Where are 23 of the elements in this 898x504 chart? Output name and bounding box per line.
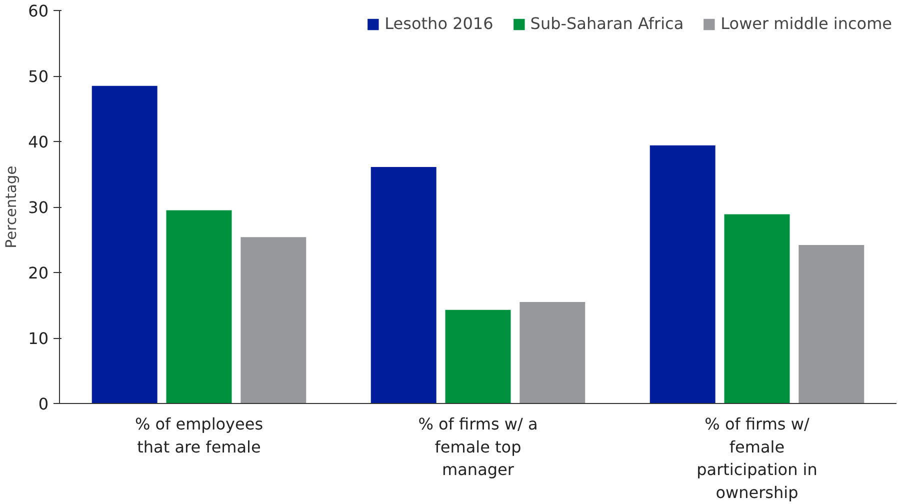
y-tick-label: 10	[28, 329, 48, 348]
bar	[370, 167, 436, 404]
y-tick-label: 30	[28, 198, 48, 217]
bar	[520, 302, 586, 404]
bar	[724, 214, 790, 404]
y-tick-label: 20	[28, 264, 48, 282]
x-tick-label: % of firms w/ female participation in ownership	[696, 414, 818, 502]
y-tick-label: 40	[28, 132, 48, 152]
y-tick-label: 0	[38, 394, 49, 414]
legend-label: Lesotho 2016	[384, 14, 494, 33]
bar	[798, 244, 864, 404]
x-tick-label: % of employees that are female	[134, 414, 264, 456]
y-tick-label: 50	[28, 67, 48, 86]
bar	[240, 237, 306, 404]
bar	[650, 145, 716, 404]
legend-label: Sub-Saharan Africa	[530, 14, 684, 33]
bar	[166, 210, 232, 404]
y-tick-label: 60	[28, 2, 48, 20]
bar	[445, 310, 511, 404]
x-tick-label: % of firms w/ a female top manager	[418, 414, 538, 480]
y-axis-title: Percentage	[3, 166, 20, 248]
legend-label: Lower middle income	[720, 14, 892, 33]
bar	[92, 86, 158, 404]
